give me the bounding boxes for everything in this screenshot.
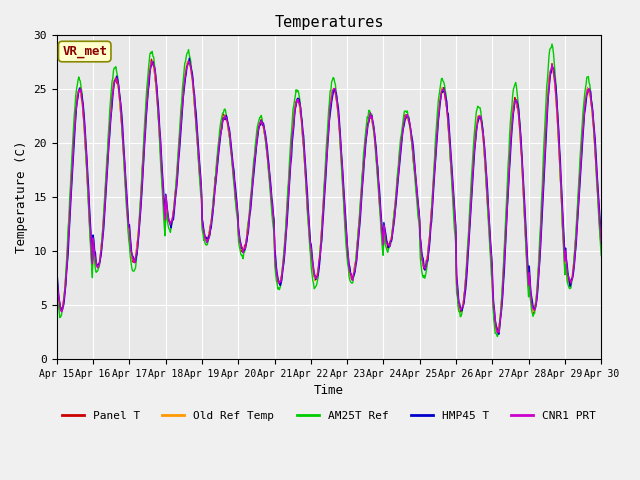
Line: Old Ref Temp: Old Ref Temp — [57, 61, 601, 332]
AM25T Ref — [411, 175, 419, 181]
AM25T Ref — [53, 288, 61, 294]
Line: HMP45 T: HMP45 T — [57, 58, 601, 334]
Y-axis label: Temperature (C): Temperature (C) — [15, 141, 28, 253]
CNR1 PRT — [412, 174, 420, 180]
AM25T Ref — [119, 138, 127, 144]
CNR1 PRT — [204, 237, 211, 242]
Line: Panel T: Panel T — [57, 59, 601, 332]
Panel T — [148, 56, 156, 62]
Old Ref Temp — [174, 156, 182, 162]
AM25T Ref — [203, 242, 211, 248]
HMP45 T — [495, 331, 503, 337]
AM25T Ref — [597, 252, 605, 258]
CNR1 PRT — [597, 240, 605, 246]
HMP45 T — [396, 159, 404, 165]
HMP45 T — [119, 124, 127, 130]
CNR1 PRT — [185, 58, 193, 64]
Panel T — [412, 178, 420, 183]
CNR1 PRT — [53, 274, 61, 280]
CNR1 PRT — [495, 330, 503, 336]
CNR1 PRT — [396, 155, 404, 161]
Old Ref Temp — [53, 277, 61, 283]
CNR1 PRT — [119, 133, 127, 139]
AM25T Ref — [63, 257, 70, 263]
Panel T — [396, 151, 404, 156]
Panel T — [53, 277, 61, 283]
AM25T Ref — [493, 334, 501, 339]
AM25T Ref — [395, 152, 403, 157]
Old Ref Temp — [396, 152, 404, 157]
HMP45 T — [53, 266, 61, 272]
HMP45 T — [186, 55, 193, 61]
Old Ref Temp — [412, 182, 420, 188]
Line: CNR1 PRT: CNR1 PRT — [57, 61, 601, 333]
Old Ref Temp — [63, 264, 70, 269]
CNR1 PRT — [63, 267, 70, 273]
Panel T — [493, 329, 500, 335]
Old Ref Temp — [119, 137, 127, 143]
Line: AM25T Ref: AM25T Ref — [57, 44, 601, 336]
AM25T Ref — [548, 41, 556, 47]
Text: VR_met: VR_met — [62, 45, 108, 58]
HMP45 T — [63, 269, 70, 275]
Panel T — [204, 239, 211, 244]
AM25T Ref — [174, 152, 182, 157]
Title: Temperatures: Temperatures — [275, 15, 384, 30]
Panel T — [597, 245, 605, 251]
Old Ref Temp — [493, 329, 501, 335]
HMP45 T — [174, 169, 182, 175]
HMP45 T — [412, 174, 420, 180]
Old Ref Temp — [597, 244, 605, 250]
Old Ref Temp — [185, 58, 193, 64]
Old Ref Temp — [204, 236, 211, 242]
HMP45 T — [597, 234, 605, 240]
X-axis label: Time: Time — [314, 384, 344, 397]
Panel T — [63, 264, 70, 270]
Panel T — [175, 147, 182, 153]
CNR1 PRT — [174, 163, 182, 169]
Panel T — [119, 136, 127, 142]
Legend: Panel T, Old Ref Temp, AM25T Ref, HMP45 T, CNR1 PRT: Panel T, Old Ref Temp, AM25T Ref, HMP45 … — [57, 407, 601, 425]
HMP45 T — [204, 239, 211, 244]
